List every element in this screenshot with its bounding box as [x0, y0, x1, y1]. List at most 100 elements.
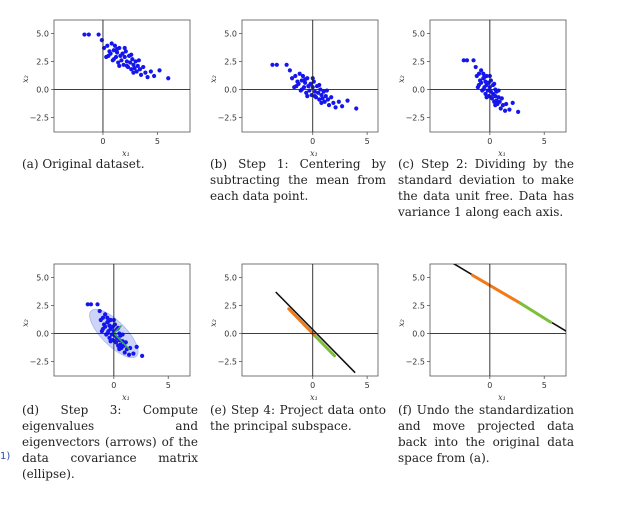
projected-segment-0: [287, 307, 318, 339]
data-point: [116, 60, 121, 65]
y-tick-label: −2.5: [406, 113, 425, 122]
data-point: [103, 312, 108, 317]
data-point: [136, 58, 141, 63]
data-point: [336, 99, 341, 104]
plot-c: 0 5 5.0 2.5 0.0 −2.5 x₁ x₂: [397, 19, 567, 158]
caption-d: (d) Step 3: Compute eigenvalues and eige…: [22, 403, 198, 481]
projected-segment-1: [314, 335, 336, 358]
y-tick-label: −2.5: [30, 113, 49, 122]
data-point: [133, 59, 138, 64]
y-tick-label: 2.5: [36, 301, 49, 310]
data-point: [126, 352, 132, 357]
x-tick-label: 5: [155, 137, 160, 146]
data-point: [354, 106, 359, 111]
plot-b: 0 5 5.0 2.5 0.0 −2.5 x₁ x₂: [209, 19, 379, 158]
plot-d: 0 5 5.0 2.5 0.0 −2.5 x₁ x₂: [21, 263, 191, 402]
data-point: [326, 103, 332, 108]
y-tick-label: 2.5: [412, 301, 425, 310]
caption-b: (b) Step 1: Centering by subtracting the…: [210, 157, 386, 203]
x-axis-label: x₁: [498, 149, 506, 158]
data-point: [124, 59, 129, 64]
data-point: [115, 47, 120, 52]
y-axis-label: x₂: [397, 319, 406, 327]
x-tick-label: 5: [542, 381, 547, 390]
data-point: [145, 75, 150, 80]
data-point: [297, 71, 302, 76]
data-point: [483, 91, 488, 97]
data-point: [345, 98, 350, 103]
data-point: [300, 73, 306, 79]
data-point: [303, 80, 308, 85]
data-point: [320, 96, 325, 101]
y-tick-label: 0.0: [36, 85, 49, 94]
data-point: [493, 103, 498, 108]
data-point: [140, 353, 145, 358]
data-point: [331, 100, 336, 105]
data-point: [464, 58, 470, 63]
data-point: [148, 69, 153, 74]
data-point: [135, 63, 140, 69]
data-point: [111, 48, 116, 53]
data-point: [497, 99, 502, 104]
data-point: [134, 344, 139, 349]
data-point: [287, 68, 292, 73]
data-point: [112, 43, 118, 48]
x-tick-label: 5: [365, 137, 370, 146]
x-tick-label: 0: [100, 137, 105, 146]
caption-f: (f) Undo the standardization and move pr…: [398, 403, 574, 465]
data-point: [317, 82, 322, 88]
y-axis-label: x₂: [21, 319, 30, 327]
data-point: [117, 347, 122, 352]
data-point: [123, 49, 128, 54]
plot-area: [270, 62, 359, 111]
data-point: [516, 109, 521, 114]
data-point: [105, 43, 110, 48]
y-tick-label: 5.0: [36, 273, 49, 282]
y-tick-label: 0.0: [412, 329, 425, 338]
plot-frame: [241, 263, 379, 377]
data-point: [496, 95, 501, 100]
data-point: [321, 89, 326, 94]
x-axis-label: x₁: [310, 149, 318, 158]
data-point: [476, 71, 482, 76]
plot-area: [82, 32, 171, 81]
data-point: [124, 63, 129, 69]
y-tick-label: 2.5: [224, 301, 237, 310]
y-tick-label: 2.5: [36, 57, 49, 66]
data-point: [129, 67, 134, 72]
data-point: [128, 60, 133, 65]
data-point: [118, 342, 123, 347]
data-point: [473, 64, 478, 70]
data-point: [471, 58, 476, 63]
data-point: [492, 81, 497, 86]
data-point: [498, 106, 503, 111]
data-point: [317, 97, 322, 102]
data-point: [319, 92, 324, 98]
x-tick-label: 5: [365, 381, 370, 390]
x-tick-label: 0: [310, 137, 315, 146]
data-point: [323, 94, 328, 99]
data-point: [120, 51, 125, 56]
data-point: [284, 62, 289, 67]
data-point: [510, 100, 515, 105]
data-point: [270, 62, 275, 67]
data-point: [123, 340, 128, 345]
data-point: [304, 90, 309, 95]
data-point: [299, 78, 304, 83]
y-tick-label: 5.0: [224, 29, 237, 38]
data-point: [107, 335, 112, 341]
data-point: [166, 76, 171, 81]
x-tick-label: 5: [166, 381, 171, 390]
plot-frame: [53, 19, 191, 133]
data-point: [108, 339, 113, 344]
data-point: [507, 107, 512, 112]
data-point: [141, 64, 146, 70]
plot-frame: [429, 263, 567, 377]
data-point: [129, 52, 134, 57]
data-point: [111, 57, 116, 62]
y-tick-label: −2.5: [218, 113, 237, 122]
data-point: [312, 94, 317, 99]
y-tick-label: −2.5: [406, 357, 425, 366]
projected-segment-1: [518, 301, 553, 324]
data-point: [95, 302, 100, 307]
